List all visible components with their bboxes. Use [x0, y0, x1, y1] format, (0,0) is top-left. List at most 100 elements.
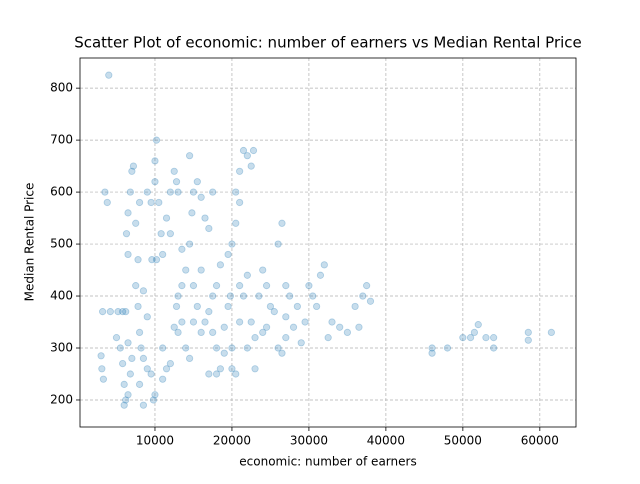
point — [97, 352, 105, 360]
point — [282, 313, 290, 321]
point — [236, 198, 244, 207]
point — [197, 328, 205, 337]
point — [170, 167, 178, 175]
point — [105, 71, 113, 79]
point — [355, 323, 363, 331]
point — [137, 344, 145, 352]
point — [474, 321, 482, 329]
point — [328, 318, 336, 326]
point — [224, 302, 232, 311]
point — [251, 365, 259, 373]
point — [482, 334, 490, 342]
point — [459, 334, 467, 342]
point — [212, 282, 221, 290]
x-axis-label: economic: number of earners — [239, 455, 416, 469]
point — [166, 188, 174, 196]
point — [212, 370, 221, 378]
point — [201, 214, 209, 222]
point — [139, 401, 148, 409]
point — [174, 292, 182, 300]
point — [220, 323, 228, 331]
point — [547, 328, 555, 337]
point — [262, 323, 271, 331]
point — [212, 344, 221, 352]
point — [239, 292, 248, 300]
point — [351, 302, 359, 311]
point — [232, 219, 240, 227]
point — [247, 318, 255, 326]
point — [120, 401, 128, 409]
point — [209, 188, 217, 196]
point — [99, 308, 107, 316]
point — [162, 365, 171, 373]
point — [205, 370, 213, 378]
point — [147, 198, 155, 207]
points — [97, 71, 555, 409]
point — [316, 271, 325, 279]
point — [270, 308, 278, 316]
point — [143, 313, 151, 321]
point — [490, 344, 498, 352]
point — [278, 349, 286, 357]
point — [178, 245, 186, 253]
point — [126, 370, 134, 378]
point — [205, 224, 213, 233]
point — [524, 328, 532, 337]
point — [236, 318, 244, 326]
point — [135, 328, 144, 337]
point — [152, 256, 161, 264]
point — [122, 308, 130, 316]
point — [366, 297, 375, 305]
y-tick-label: 300 — [50, 341, 73, 355]
point — [178, 318, 186, 326]
point — [243, 344, 251, 352]
point — [178, 282, 186, 290]
point — [197, 266, 205, 274]
point — [293, 302, 301, 311]
y-tick-label: 500 — [50, 237, 73, 251]
point — [151, 391, 159, 399]
point — [470, 328, 478, 337]
point — [139, 287, 148, 295]
point — [143, 188, 151, 196]
point — [128, 354, 136, 362]
point — [174, 188, 182, 196]
point — [251, 334, 259, 342]
point — [149, 396, 158, 404]
x-tick-label: 10000 — [136, 434, 174, 448]
point — [232, 370, 240, 378]
point — [320, 261, 328, 269]
point — [224, 250, 232, 259]
point — [186, 240, 194, 248]
point — [313, 302, 321, 311]
point — [189, 318, 198, 326]
point — [289, 323, 298, 331]
point — [172, 302, 181, 311]
point — [201, 318, 209, 326]
point — [228, 344, 236, 352]
point — [216, 261, 224, 269]
point — [126, 188, 134, 196]
point — [336, 323, 344, 331]
point — [524, 336, 532, 344]
point — [172, 178, 181, 186]
point — [305, 282, 313, 290]
point — [188, 209, 196, 217]
point — [286, 292, 294, 300]
point — [155, 198, 163, 207]
point — [226, 292, 235, 300]
point — [193, 178, 201, 186]
point — [216, 365, 224, 373]
y-tick-label: 400 — [50, 289, 73, 303]
point — [101, 188, 109, 196]
point — [124, 391, 132, 399]
point — [274, 344, 282, 352]
point — [186, 152, 194, 160]
point — [278, 219, 286, 227]
point — [159, 250, 167, 259]
point — [103, 198, 111, 207]
point — [359, 292, 367, 300]
point — [297, 339, 305, 347]
point — [148, 256, 156, 264]
